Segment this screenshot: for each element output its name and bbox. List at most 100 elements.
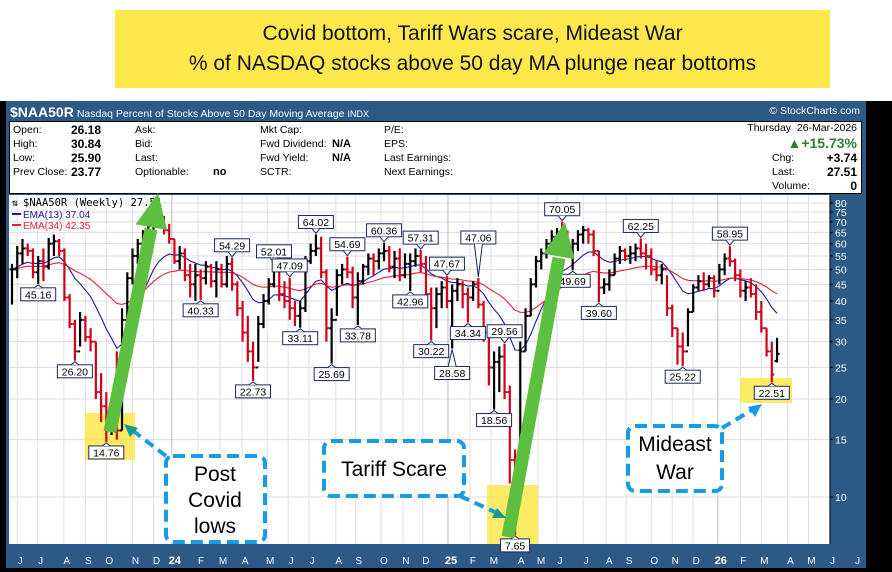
price-bar: [381, 242, 387, 262]
value-label: 25.22: [664, 366, 701, 384]
price-bar: [732, 258, 738, 282]
price-bar: [507, 385, 513, 484]
price-bar: [397, 248, 403, 282]
value-label-text: 33.11: [287, 333, 313, 345]
callout-arrowhead-icon: [492, 508, 506, 518]
copyright: © StockCharts.com: [769, 105, 860, 117]
value-labels: 45.16 26.20 14.76 40.33 54.29 22.73 52.01 47.09…: [20, 202, 790, 553]
price-bar: [680, 332, 686, 367]
volume-label: Volume:: [772, 180, 810, 192]
value-label: 33.78: [339, 325, 376, 343]
value-label-box: [329, 237, 366, 252]
price-bar: [538, 248, 544, 270]
pct-change-value: +15.73%: [801, 135, 857, 151]
y-tick-label: 70: [835, 217, 847, 229]
optionable-value: no: [213, 166, 227, 178]
value-label: 30.22: [413, 340, 450, 359]
value-label-text: 54.69: [334, 239, 360, 251]
value-label-text: 18.56: [481, 415, 507, 427]
x-tick-label: A: [606, 556, 613, 567]
price-bar: [648, 248, 654, 276]
price-bar: [491, 351, 497, 410]
fwd-dividend-value: N/A: [332, 138, 351, 150]
price-bar: [706, 275, 712, 288]
sctr-label: SCTR:: [260, 166, 292, 178]
price-bar: [428, 287, 434, 341]
x-tick-label: 25: [445, 555, 457, 567]
callout-tariff-text: Tariff Scare: [341, 458, 447, 481]
chart-legend: ⇅ $NAA50R (Weekly) 27.51 EMA(13) 37.04 E…: [11, 197, 162, 232]
price-bar: [329, 308, 335, 364]
price-bar: [334, 269, 340, 321]
value-label-text: 25.69: [318, 369, 344, 381]
value-label: 7.65: [500, 535, 531, 553]
price-bar: [669, 304, 675, 338]
price-bar: [418, 250, 424, 273]
low-label: Low:: [13, 152, 36, 164]
value-label-pointer: [767, 382, 777, 387]
x-tick-label: F: [470, 556, 476, 567]
value-label-text: 25.22: [670, 372, 696, 384]
price-bar: [386, 246, 392, 273]
price-bar: [98, 373, 104, 422]
value-label-pointer: [636, 232, 646, 239]
price-bar: [339, 263, 345, 285]
price-bar: [722, 253, 728, 276]
y-tick-label: 60: [835, 239, 847, 251]
price-bar: [360, 263, 366, 285]
x-tick-label: M: [537, 556, 545, 567]
price-bar: [344, 256, 350, 279]
callout-post-covid-line1: Post: [194, 463, 236, 486]
value-label: 70.05: [544, 202, 581, 222]
price-bar: [502, 343, 508, 399]
price-bar: [695, 275, 701, 291]
price-bar: [371, 253, 377, 276]
x-tick-label: J: [18, 556, 23, 567]
value-label-pointer: [594, 302, 604, 307]
x-tick-label: A: [335, 556, 342, 567]
price-bar: [758, 300, 764, 333]
x-axis: J J A S O N D 24 F M A M J J A S O N D 25 F M A M J J A S O N D 26 F M A M J…: [18, 555, 860, 567]
callout-mideast-war: Mideast War: [626, 404, 762, 493]
chart-header: $NAA50R Nasdaq Percent of Stocks Above 50…: [10, 104, 369, 120]
price-bar: [135, 239, 141, 264]
price-bar: [727, 246, 733, 267]
value-label: 22.51: [753, 382, 790, 400]
price-bar: [234, 281, 240, 316]
x-tick-label: J: [38, 556, 43, 567]
value-label: 18.56: [476, 409, 513, 428]
open-value: 26.18: [71, 123, 102, 137]
price-bar: [606, 269, 612, 291]
fwd-yield-value: N/A: [332, 152, 351, 164]
price-bar: [433, 287, 439, 329]
value-label: 39.60: [580, 302, 617, 320]
value-label: 40.33: [182, 300, 219, 318]
symbol: $NAA50R: [10, 104, 74, 120]
value-label: 47.09: [271, 258, 308, 278]
value-label: 47.67: [428, 256, 465, 276]
value-label-text: 52.01: [261, 246, 287, 258]
y-tick-label: 15: [835, 435, 847, 447]
price-bar: [737, 269, 743, 298]
price-bar: [690, 284, 696, 314]
value-label-pointer: [416, 243, 426, 250]
value-label: 62.25: [622, 218, 659, 239]
price-bar: [56, 239, 62, 256]
price-bar: [208, 263, 214, 288]
x-tick-label: F: [740, 556, 746, 567]
value-label: 14.76: [88, 442, 125, 460]
value-label-text: 62.25: [628, 221, 654, 233]
low-value: 25.90: [71, 151, 102, 165]
price-bar: [533, 255, 539, 288]
price-bar: [654, 261, 660, 282]
value-label-pointer: [227, 251, 237, 258]
price-bar: [219, 263, 225, 288]
price-bar: [88, 328, 94, 352]
price-bar: [250, 341, 256, 381]
price-bar: [622, 248, 628, 262]
price-bar: [585, 228, 591, 244]
x-tick-label: N: [402, 556, 409, 567]
price-bar: [224, 255, 230, 288]
bid-label: Bid:: [135, 138, 154, 150]
